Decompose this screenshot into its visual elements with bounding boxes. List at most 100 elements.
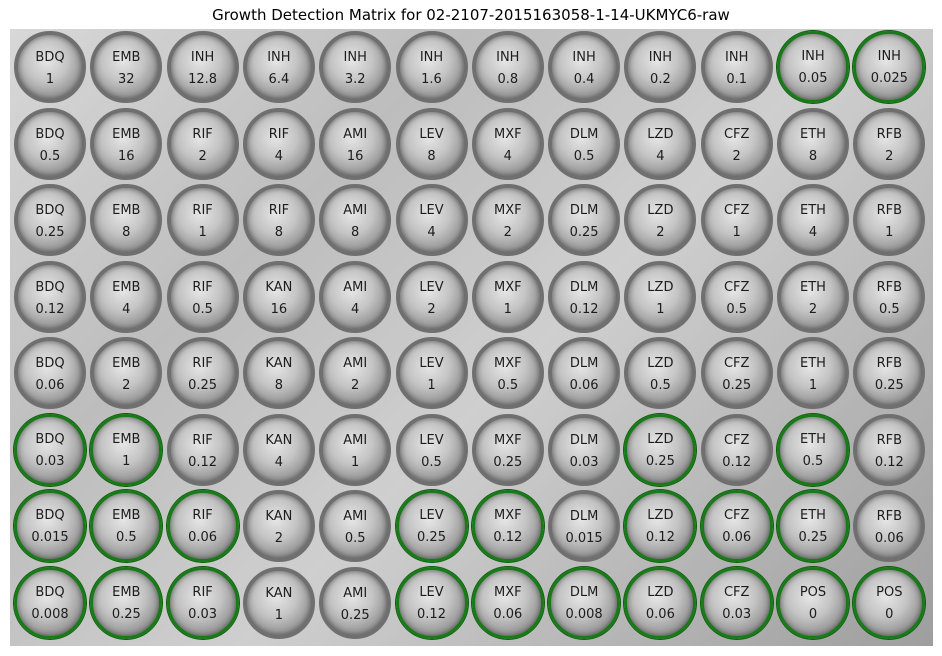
plate-well: KAN 1 bbox=[242, 566, 315, 639]
plate-well: EMB 2 bbox=[90, 337, 163, 409]
well-drug-label: POS bbox=[799, 584, 827, 600]
plate-well: LZD 0.06 bbox=[624, 566, 697, 639]
plate-well: KAN 8 bbox=[242, 337, 315, 409]
well-drug-label: MXF bbox=[493, 356, 522, 371]
well-concentration-label: 0.5 bbox=[497, 378, 519, 393]
well-drug-label: CFZ bbox=[723, 508, 750, 523]
well-drug-label: EMB bbox=[112, 203, 141, 218]
well-concentration-label: 2 bbox=[351, 378, 360, 393]
plate-well: BDQ 0.06 bbox=[14, 337, 86, 409]
plate-well: ETH 2 bbox=[777, 260, 849, 333]
well-drug-label: MXF bbox=[493, 203, 522, 218]
plate-well: EMB 0.5 bbox=[90, 490, 163, 562]
well-drug-label: EMB bbox=[112, 126, 141, 142]
well-concentration-label: 4 bbox=[427, 225, 436, 240]
well-drug-label: INH bbox=[572, 50, 596, 65]
plate-well: EMB 4 bbox=[90, 260, 163, 333]
well-drug-label: ETH bbox=[800, 203, 826, 218]
well-drug-label: EMB bbox=[112, 50, 141, 65]
well-drug-label: RIF bbox=[192, 126, 213, 142]
well-drug-label: RFB bbox=[876, 356, 903, 371]
plate-well: LEV 0.25 bbox=[395, 490, 468, 562]
well-concentration-label: 32 bbox=[118, 72, 135, 87]
plate-well: MXF 0.25 bbox=[471, 413, 544, 486]
plate-well: RFB 0.5 bbox=[853, 260, 926, 333]
plate-well: INH 0.4 bbox=[548, 31, 621, 103]
well-concentration-label: 0.12 bbox=[569, 301, 599, 317]
plate-well: DLM 0.5 bbox=[548, 107, 621, 180]
well-drug-label: LEV bbox=[419, 508, 444, 523]
well-drug-label: EMB bbox=[112, 356, 141, 371]
well-drug-label: ETH bbox=[800, 508, 826, 523]
well-drug-label: RIF bbox=[192, 356, 213, 371]
well-concentration-label: 0.5 bbox=[115, 530, 137, 545]
well-drug-label: DLM bbox=[569, 356, 599, 371]
plate-well: LZD 0.5 bbox=[624, 337, 697, 409]
plate-well: BDQ 0.03 bbox=[14, 413, 86, 486]
well-concentration-label: 1.6 bbox=[421, 72, 442, 87]
plate-well: KAN 2 bbox=[242, 490, 315, 562]
plate-well: RIF 0.25 bbox=[166, 337, 239, 409]
well-drug-label: INH bbox=[190, 50, 215, 65]
well-drug-label: INH bbox=[267, 50, 291, 65]
plate-well: RIF 0.06 bbox=[166, 490, 239, 562]
plate-well: BDQ 1 bbox=[14, 31, 86, 103]
well-drug-label: ETH bbox=[800, 279, 826, 295]
well-drug-label: MXF bbox=[493, 508, 522, 523]
well-concentration-label: 2 bbox=[427, 301, 436, 317]
well-concentration-label: 8 bbox=[274, 225, 284, 240]
well-concentration-label: 0.03 bbox=[569, 454, 599, 470]
well-drug-label: LEV bbox=[419, 356, 444, 371]
well-drug-label: BDQ bbox=[35, 508, 65, 523]
well-drug-label: RIF bbox=[268, 203, 290, 218]
well-concentration-label: 8 bbox=[427, 148, 436, 164]
well-drug-label: LEV bbox=[419, 584, 444, 600]
plate-well: KAN 4 bbox=[242, 413, 315, 486]
plate-well: CFZ 0.25 bbox=[700, 337, 773, 409]
well-drug-label: KAN bbox=[265, 585, 293, 601]
well-concentration-label: 4 bbox=[122, 301, 131, 317]
well-concentration-label: 0.008 bbox=[31, 606, 69, 622]
plate-well: RIF 0.12 bbox=[166, 413, 239, 486]
well-concentration-label: 1 bbox=[656, 301, 665, 317]
well-drug-label: EMB bbox=[112, 508, 141, 523]
plate-well: INH 3.2 bbox=[319, 31, 392, 103]
plate-well: RIF 1 bbox=[166, 184, 239, 256]
well-concentration-label: 8 bbox=[274, 378, 284, 393]
well-concentration-label: 1 bbox=[274, 607, 284, 623]
well-drug-label: BDQ bbox=[35, 356, 65, 371]
plate-well: INH 0.025 bbox=[853, 31, 926, 103]
plate-well: RFB 0.06 bbox=[853, 490, 926, 562]
well-concentration-label: 4 bbox=[503, 148, 512, 164]
well-drug-label: KAN bbox=[265, 509, 293, 524]
well-concentration-label: 4 bbox=[351, 301, 360, 317]
plate-well: CFZ 0.06 bbox=[700, 490, 773, 562]
well-drug-label: AMI bbox=[343, 585, 368, 601]
plate-well: AMI 0.5 bbox=[319, 490, 392, 562]
plate-well: RIF 4 bbox=[242, 107, 315, 180]
well-concentration-label: 4 bbox=[274, 454, 284, 470]
well-drug-label: LZD bbox=[647, 431, 674, 447]
well-concentration-label: 1 bbox=[808, 378, 818, 393]
plate-well: INH 0.1 bbox=[700, 31, 773, 103]
plate-well: EMB 1 bbox=[90, 413, 163, 486]
plate-well: EMB 32 bbox=[90, 31, 163, 103]
well-drug-label: EMB bbox=[112, 279, 141, 295]
well-drug-label: RIF bbox=[192, 279, 213, 295]
plate-well: CFZ 0.5 bbox=[700, 260, 773, 333]
well-drug-label: BDQ bbox=[35, 279, 65, 295]
plate-well: MXF 0.06 bbox=[471, 566, 544, 639]
plate-well: RFB 1 bbox=[853, 184, 926, 256]
well-concentration-label: 2 bbox=[808, 301, 818, 317]
plate-well: POS 0 bbox=[853, 566, 926, 639]
plate-well: LEV 8 bbox=[395, 107, 468, 180]
plate-well: BDQ 0.008 bbox=[14, 566, 86, 639]
plate-well: MXF 0.12 bbox=[471, 490, 544, 562]
well-concentration-label: 1 bbox=[351, 454, 360, 470]
well-concentration-label: 0.025 bbox=[870, 71, 908, 86]
plate-well: LZD 1 bbox=[624, 260, 697, 333]
plate-well: ETH 1 bbox=[777, 337, 849, 409]
well-concentration-label: 8 bbox=[351, 225, 360, 240]
plate-well: ETH 0.5 bbox=[777, 413, 849, 486]
well-drug-label: INH bbox=[648, 50, 673, 65]
